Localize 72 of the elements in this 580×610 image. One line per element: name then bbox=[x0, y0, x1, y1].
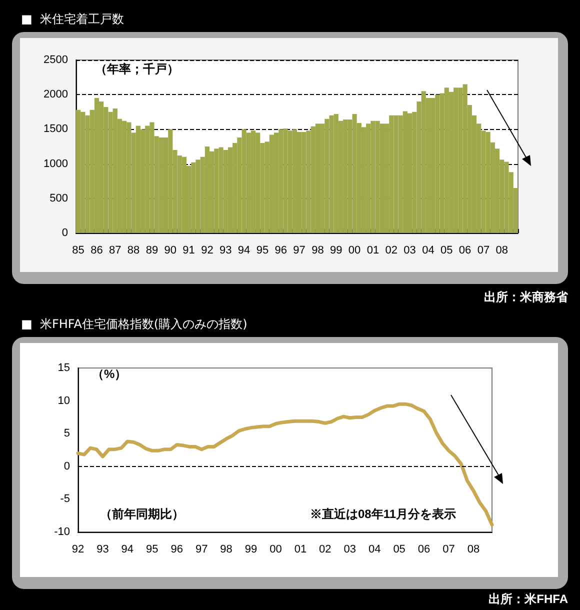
x-tick-label: 02 bbox=[319, 544, 332, 556]
chart-title: ■ 米FHFA住宅価格指数(購入のみの指数) bbox=[21, 317, 248, 331]
y-tick-label: -10 bbox=[54, 526, 70, 538]
bar bbox=[228, 147, 233, 233]
x-tick-label: 93 bbox=[96, 544, 109, 556]
bar bbox=[250, 130, 256, 233]
bar bbox=[315, 124, 320, 233]
bar bbox=[76, 110, 81, 233]
x-tick-label: 95 bbox=[146, 544, 158, 556]
y-tick-label: 1000 bbox=[44, 158, 68, 170]
x-tick-label: 04 bbox=[422, 244, 434, 256]
y-tick-label: 15 bbox=[58, 362, 70, 374]
y-tick-label: 1500 bbox=[44, 123, 68, 136]
line-series bbox=[76, 402, 494, 527]
x-tick-label: 08 bbox=[496, 244, 508, 256]
x-tick-label: 00 bbox=[348, 244, 361, 256]
x-tick-label: 89 bbox=[146, 244, 158, 256]
y-tick-label: 2000 bbox=[44, 88, 68, 101]
annotation: ※直近は08年11月分を表示 bbox=[310, 507, 456, 521]
bar bbox=[361, 127, 366, 233]
x-tick-label: 85 bbox=[72, 244, 84, 256]
x-tick-label: 92 bbox=[72, 544, 84, 556]
x-tick-label: 07 bbox=[477, 244, 490, 256]
x-tick-label: 98 bbox=[312, 244, 324, 256]
x-tick-label: 02 bbox=[385, 244, 398, 256]
x-tick-label: 03 bbox=[344, 544, 356, 556]
y-tick-label: 10 bbox=[58, 394, 70, 407]
x-tick-label: 90 bbox=[164, 244, 177, 256]
x-tick-label: 95 bbox=[256, 244, 269, 256]
annotation: （前年同期比） bbox=[100, 507, 184, 521]
x-tick-label: 98 bbox=[220, 544, 232, 556]
bar bbox=[94, 98, 100, 233]
x-tick-label: 97 bbox=[293, 244, 306, 256]
bar bbox=[448, 92, 454, 233]
x-tick-label: 96 bbox=[274, 244, 288, 256]
y-tick-label: 5 bbox=[64, 428, 70, 440]
x-tick-label: 99 bbox=[330, 244, 342, 256]
x-tick-label: 01 bbox=[294, 544, 307, 556]
y-tick-label: 2500 bbox=[44, 54, 68, 66]
x-tick-label: 99 bbox=[244, 544, 258, 556]
text: 出所：米商務省 bbox=[484, 290, 569, 304]
chart-title: ■ 米住宅着工戸数 bbox=[21, 12, 124, 26]
x-tick-label: 07 bbox=[442, 544, 455, 556]
x-tick-label: 04 bbox=[368, 544, 381, 556]
x-tick-label: 86 bbox=[90, 244, 103, 256]
x-tick-label: 94 bbox=[238, 244, 250, 256]
y-tick-label: -5 bbox=[60, 493, 70, 506]
x-tick-label: 92 bbox=[201, 244, 214, 256]
x-tick-label: 91 bbox=[182, 244, 195, 256]
y-tick-label: 0 bbox=[64, 460, 70, 472]
text: 出所：米FHFA bbox=[488, 592, 568, 606]
y-tick-label: 500 bbox=[50, 192, 68, 204]
bar bbox=[274, 132, 279, 233]
x-tick-label: 06 bbox=[418, 544, 430, 556]
x-tick-label: 08 bbox=[467, 544, 480, 556]
x-tick-label: 01 bbox=[366, 244, 380, 256]
y-tick-label: 0 bbox=[62, 227, 68, 239]
x-tick-label: 93 bbox=[220, 244, 232, 256]
x-tick-label: 87 bbox=[109, 244, 122, 256]
x-tick-label: 96 bbox=[170, 544, 183, 556]
x-tick-label: 06 bbox=[458, 244, 472, 256]
annotation: （%） bbox=[92, 367, 127, 381]
bar bbox=[204, 146, 210, 233]
x-tick-label: 94 bbox=[121, 544, 134, 556]
x-tick-label: 03 bbox=[404, 244, 416, 256]
annotation: （年率；千戸） bbox=[95, 62, 179, 76]
x-tick-label: 00 bbox=[270, 544, 282, 556]
bar bbox=[140, 129, 146, 233]
x-tick-label: 05 bbox=[440, 244, 453, 256]
x-tick-label: 97 bbox=[195, 544, 208, 556]
x-tick-label: 88 bbox=[127, 244, 140, 256]
x-tick-label: 05 bbox=[393, 544, 406, 556]
